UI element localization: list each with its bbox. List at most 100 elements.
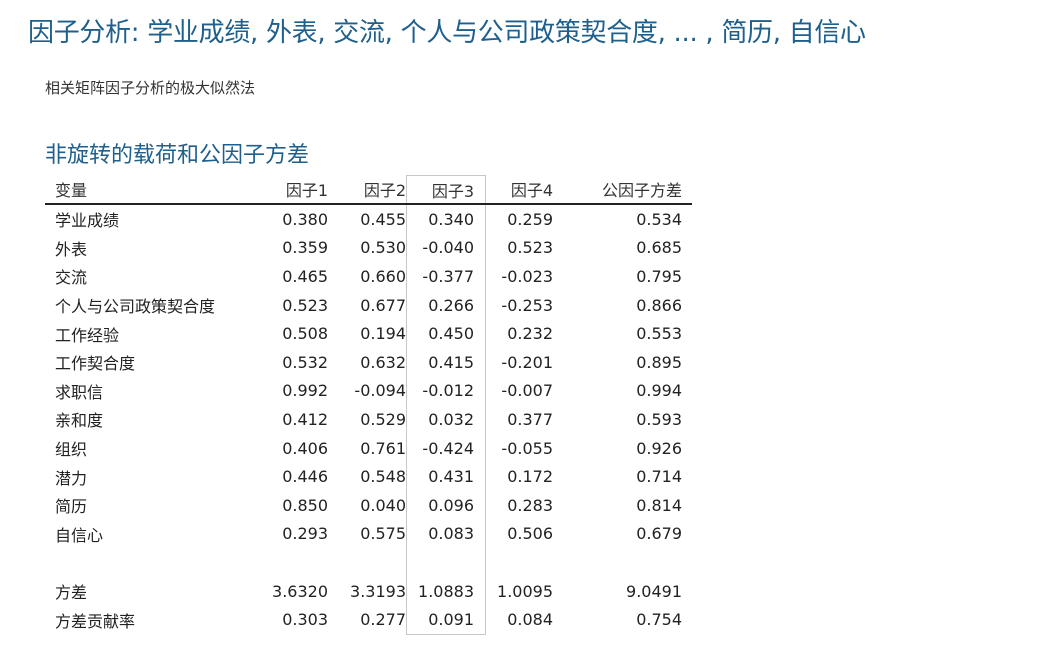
communality: 0.994: [636, 381, 682, 401]
table-row: 组织 0.406 0.761 -0.424 -0.055 0.926: [45, 433, 692, 463]
method-subtitle: 相关矩阵因子分析的极大似然法: [45, 79, 256, 97]
factor-2-loading: 0.548: [360, 467, 406, 487]
variable-name: 方差: [55, 583, 88, 603]
section-title: 非旋转的载荷和公因子方差: [45, 143, 310, 168]
communality: 0.534: [636, 209, 682, 229]
factor-1-loading: 0.532: [282, 352, 328, 372]
factor-1-loading: 0.850: [282, 495, 328, 515]
table-row: 个人与公司政策契合度 0.523 0.677 0.266 -0.253 0.866: [45, 290, 692, 320]
factor-1-loading: 0.380: [282, 209, 328, 229]
header-factor-2[interactable]: 因子2: [328, 175, 407, 205]
factor-2-loading: 0.040: [360, 495, 406, 515]
table-row: 工作契合度 0.532 0.632 0.415 -0.201 0.895: [45, 347, 692, 377]
factor-2-loading: 0.660: [360, 266, 406, 286]
empty-cell: [328, 548, 407, 577]
factor-4-loading: 0.232: [507, 324, 553, 344]
factor-4-loading: -0.201: [501, 352, 553, 372]
factor-4-loading: 0.084: [507, 610, 553, 630]
communality: 0.593: [636, 409, 682, 429]
spacer-row: [45, 548, 692, 577]
table-row: 学业成绩 0.380 0.455 0.340 0.259 0.534: [45, 204, 692, 234]
factor-2-loading: -0.094: [354, 381, 406, 401]
communality: 0.685: [636, 238, 682, 258]
summary-row: 方差 3.6320 3.3193 1.0883 1.0095 9.0491: [45, 576, 692, 606]
factor-1-loading: 0.465: [282, 266, 328, 286]
header-factor-1[interactable]: 因子1: [267, 175, 328, 205]
factor-1-loading: 3.6320: [272, 581, 328, 601]
communality: 0.714: [636, 467, 682, 487]
factor-4-loading: -0.023: [501, 266, 553, 286]
variable-name: 潜力: [55, 468, 88, 488]
factor-2-loading: 0.277: [360, 610, 406, 630]
factor-3-loading: 0.096: [406, 490, 486, 520]
factor-4-loading: 0.172: [507, 467, 553, 487]
factor-4-loading: 0.283: [507, 495, 553, 515]
factor-2-loading: 0.530: [360, 238, 406, 258]
table-row: 潜力 0.446 0.548 0.431 0.172 0.714: [45, 462, 692, 491]
table-header-row: 变量 因子1 因子2 因子3 因子4 公因子方差: [45, 175, 692, 205]
factor-4-loading: 1.0095: [497, 581, 553, 601]
factor-4-loading: 0.523: [507, 238, 553, 258]
factor-3-loading: 0.091: [406, 605, 486, 635]
empty-cell: [406, 548, 486, 577]
factor-3-loading: 0.340: [406, 204, 486, 234]
factor-3-loading: -0.377: [406, 262, 486, 291]
factor-3-loading: 0.415: [406, 347, 486, 377]
factor-1-loading: 0.992: [282, 381, 328, 401]
variable-name: 自信心: [55, 525, 104, 545]
factor-2-loading: 0.677: [360, 295, 406, 315]
variable-name: 方差贡献率: [55, 611, 136, 631]
header-factor-4[interactable]: 因子4: [485, 175, 564, 205]
variable-name: 外表: [55, 239, 88, 259]
communality: 0.895: [636, 352, 682, 372]
variable-name: 简历: [55, 497, 88, 517]
table-row: 交流 0.465 0.660 -0.377 -0.023 0.795: [45, 262, 692, 291]
page-title: 因子分析: 学业成绩, 外表, 交流, 个人与公司政策契合度, ... , 简历…: [28, 18, 866, 48]
communality: 0.754: [636, 610, 682, 630]
factor-4-loading: -0.055: [501, 438, 553, 458]
variable-name: 组织: [55, 440, 88, 460]
factor-1-loading: 0.303: [282, 610, 328, 630]
factor-3-loading: 0.431: [406, 462, 486, 491]
factor-2-loading: 3.3193: [350, 581, 406, 601]
factor-3-loading: -0.040: [406, 233, 486, 263]
factor-3-loading: -0.012: [406, 376, 486, 406]
factor-3-loading: -0.424: [406, 433, 486, 463]
variable-name: 亲和度: [55, 411, 104, 431]
communality: 0.926: [636, 438, 682, 458]
communality: 0.679: [636, 524, 682, 544]
variable-name: 个人与公司政策契合度: [55, 297, 216, 317]
factor-1-loading: 0.406: [282, 438, 328, 458]
table-row: 自信心 0.293 0.575 0.083 0.506 0.679: [45, 519, 692, 549]
empty-cell: [486, 548, 565, 577]
empty-cell: [564, 548, 692, 577]
header-factor-3[interactable]: 因子3: [406, 175, 486, 205]
communality: 0.553: [636, 324, 682, 344]
factor-4-loading: 0.506: [507, 524, 553, 544]
factor-2-loading: 0.761: [360, 438, 406, 458]
factor-2-loading: 0.575: [360, 524, 406, 544]
factor-1-loading: 0.359: [282, 238, 328, 258]
factor-1-loading: 0.293: [282, 524, 328, 544]
header-variable[interactable]: 变量: [45, 175, 267, 205]
table-row: 简历 0.850 0.040 0.096 0.283 0.814: [45, 490, 692, 520]
empty-cell: [267, 548, 328, 577]
variable-name: 学业成绩: [55, 211, 120, 231]
header-communality[interactable]: 公因子方差: [564, 175, 692, 205]
table-row: 外表 0.359 0.530 -0.040 0.523 0.685: [45, 233, 692, 263]
factor-2-loading: 0.529: [360, 409, 406, 429]
factor-4-loading: 0.377: [507, 409, 553, 429]
factor-1-loading: 0.446: [282, 467, 328, 487]
factor-3-loading: 0.266: [406, 290, 486, 320]
variable-name: 工作经验: [55, 325, 120, 345]
table-row: 求职信 0.992 -0.094 -0.012 -0.007 0.994: [45, 376, 692, 406]
communality: 0.795: [636, 266, 682, 286]
factor-3-loading: 0.032: [406, 405, 486, 434]
table-row: 工作经验 0.508 0.194 0.450 0.232 0.553: [45, 319, 692, 348]
factor-3-loading: 1.0883: [406, 576, 486, 606]
variable-name: 求职信: [55, 382, 104, 402]
communality: 9.0491: [626, 581, 682, 601]
table-row: 亲和度 0.412 0.529 0.032 0.377 0.593: [45, 405, 692, 434]
factor-1-loading: 0.508: [282, 324, 328, 344]
factor-4-loading: -0.007: [501, 381, 553, 401]
